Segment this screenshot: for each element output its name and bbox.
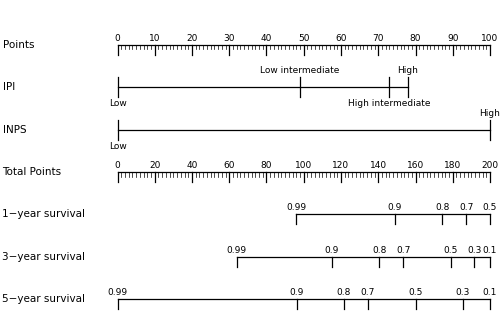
Text: 90: 90 [447, 34, 458, 43]
Text: 5−year survival: 5−year survival [2, 294, 86, 304]
Text: High intermediate: High intermediate [348, 99, 430, 108]
Text: 10: 10 [149, 34, 160, 43]
Text: 0.5: 0.5 [444, 246, 458, 255]
Text: 40: 40 [186, 161, 198, 170]
Text: IPI: IPI [2, 82, 15, 92]
Text: Low: Low [108, 99, 126, 108]
Text: 0.5: 0.5 [483, 203, 497, 212]
Text: 80: 80 [260, 161, 272, 170]
Text: 200: 200 [482, 161, 498, 170]
Text: 0.8: 0.8 [372, 246, 386, 255]
Text: 60: 60 [335, 34, 346, 43]
Text: 20: 20 [149, 161, 160, 170]
Text: 0.3: 0.3 [456, 288, 470, 297]
Text: 60: 60 [224, 161, 235, 170]
Text: 0.3: 0.3 [467, 246, 481, 255]
Text: 0.9: 0.9 [290, 288, 304, 297]
Text: 140: 140 [370, 161, 387, 170]
Text: 70: 70 [372, 34, 384, 43]
Text: 0: 0 [114, 34, 120, 43]
Text: 0.8: 0.8 [435, 203, 450, 212]
Text: 80: 80 [410, 34, 421, 43]
Text: 0.7: 0.7 [396, 246, 410, 255]
Text: 0.99: 0.99 [226, 246, 247, 255]
Text: 40: 40 [261, 34, 272, 43]
Text: Low: Low [108, 142, 126, 151]
Text: 0: 0 [114, 161, 120, 170]
Text: 50: 50 [298, 34, 310, 43]
Text: 0.99: 0.99 [108, 288, 128, 297]
Text: High: High [398, 66, 418, 75]
Text: 100: 100 [482, 34, 498, 43]
Text: 0.9: 0.9 [388, 203, 402, 212]
Text: Points: Points [2, 40, 34, 50]
Text: Total Points: Total Points [2, 167, 62, 177]
Text: 0.8: 0.8 [337, 288, 351, 297]
Text: 180: 180 [444, 161, 462, 170]
Text: 3−year survival: 3−year survival [2, 252, 86, 262]
Text: 0.7: 0.7 [360, 288, 375, 297]
Text: INPS: INPS [2, 125, 26, 135]
Text: 0.9: 0.9 [325, 246, 339, 255]
Text: 20: 20 [186, 34, 198, 43]
Text: 160: 160 [407, 161, 424, 170]
Text: 0.1: 0.1 [483, 288, 497, 297]
Text: 100: 100 [295, 161, 312, 170]
Text: 0.7: 0.7 [459, 203, 473, 212]
Text: 30: 30 [224, 34, 235, 43]
Text: 0.99: 0.99 [286, 203, 306, 212]
Text: 120: 120 [332, 161, 349, 170]
Text: Low intermediate: Low intermediate [260, 66, 340, 75]
Text: 0.1: 0.1 [483, 246, 497, 255]
Text: 0.5: 0.5 [408, 288, 422, 297]
Text: High: High [480, 109, 500, 118]
Text: 1−year survival: 1−year survival [2, 209, 86, 219]
